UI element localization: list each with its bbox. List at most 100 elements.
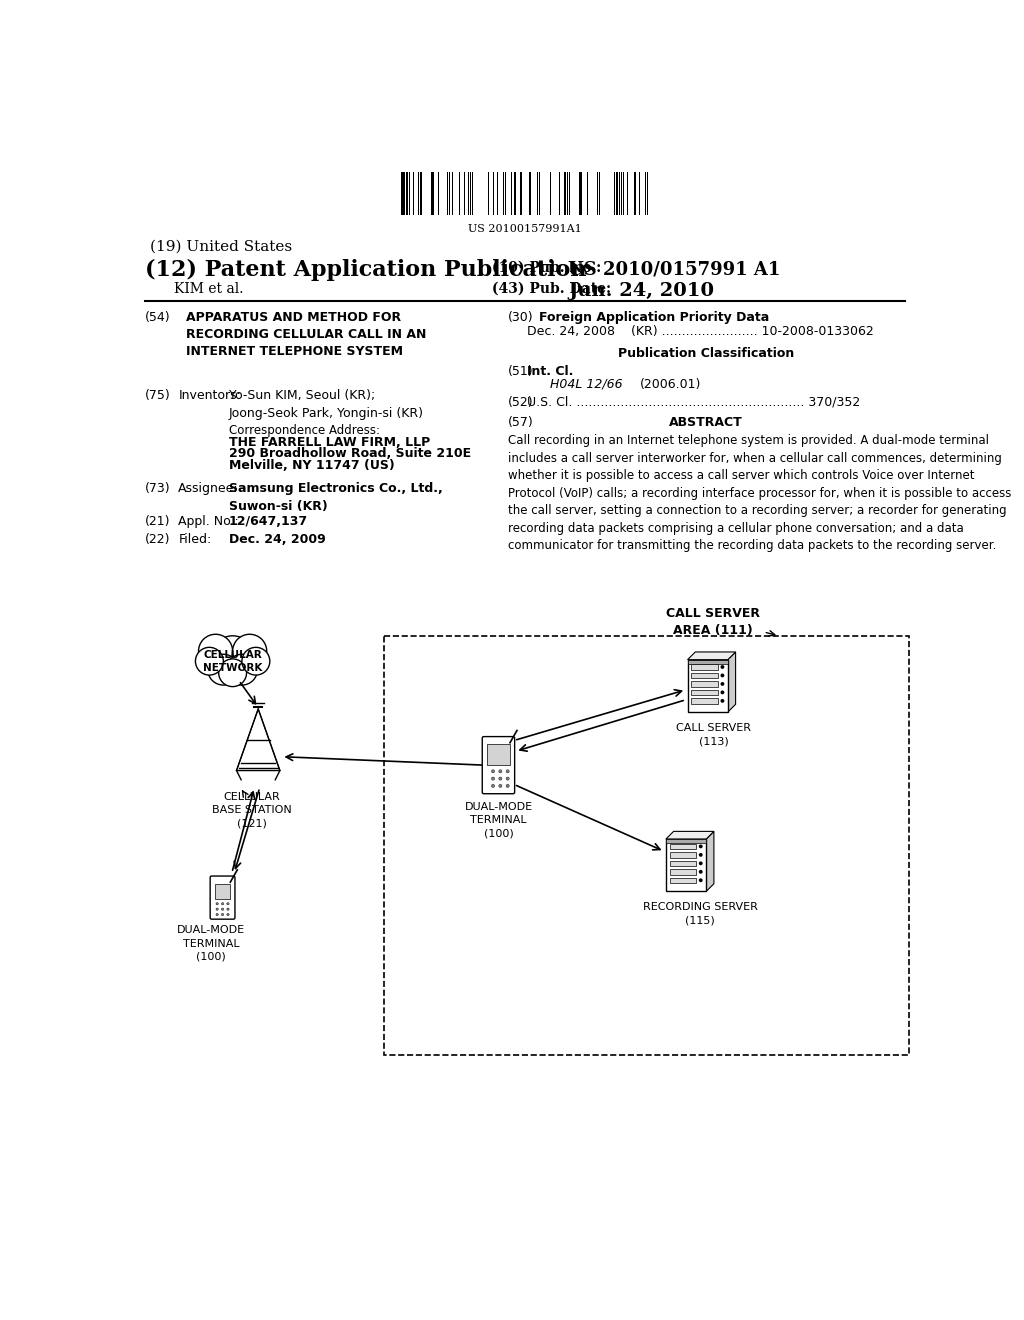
Circle shape — [196, 647, 223, 675]
Bar — [691, 664, 718, 669]
Text: RECORDING SERVER
(115): RECORDING SERVER (115) — [642, 903, 758, 925]
Text: (43) Pub. Date:: (43) Pub. Date: — [493, 281, 611, 296]
Circle shape — [506, 784, 509, 788]
Bar — [579, 172, 581, 215]
Circle shape — [499, 777, 502, 780]
Text: (10) Pub. No.:: (10) Pub. No.: — [493, 261, 601, 275]
Circle shape — [492, 770, 495, 774]
Bar — [691, 681, 718, 686]
Text: ABSTRACT: ABSTRACT — [670, 416, 743, 429]
Circle shape — [226, 908, 229, 911]
Text: (30): (30) — [508, 312, 534, 323]
Text: US 2010/0157991 A1: US 2010/0157991 A1 — [568, 261, 780, 279]
Circle shape — [226, 655, 257, 685]
Bar — [670, 878, 696, 883]
Bar — [691, 698, 718, 704]
Bar — [505, 172, 506, 215]
Circle shape — [216, 913, 218, 916]
Bar — [670, 861, 696, 866]
Circle shape — [242, 647, 270, 675]
Circle shape — [721, 665, 724, 669]
Bar — [564, 172, 566, 215]
FancyBboxPatch shape — [482, 737, 515, 793]
Text: Inventors:: Inventors: — [178, 389, 242, 403]
Text: Correspondence Address:: Correspondence Address: — [228, 424, 380, 437]
Bar — [616, 172, 617, 215]
Bar — [614, 172, 615, 215]
Polygon shape — [687, 652, 735, 660]
Circle shape — [492, 784, 495, 788]
Bar — [670, 843, 696, 849]
Circle shape — [698, 878, 702, 882]
Circle shape — [216, 908, 218, 911]
Circle shape — [221, 903, 223, 906]
Polygon shape — [237, 709, 280, 771]
Text: Assignee:: Assignee: — [178, 482, 239, 495]
Text: (51): (51) — [508, 364, 534, 378]
Bar — [514, 172, 516, 215]
Text: (21): (21) — [145, 515, 171, 528]
Circle shape — [226, 913, 229, 916]
Circle shape — [698, 853, 702, 857]
Circle shape — [721, 682, 724, 686]
Text: Jun. 24, 2010: Jun. 24, 2010 — [568, 281, 714, 300]
Text: Dec. 24, 2008    (KR) ........................ 10-2008-0133062: Dec. 24, 2008 (KR) .....................… — [527, 325, 873, 338]
Polygon shape — [666, 832, 714, 840]
Circle shape — [721, 673, 724, 677]
Text: CELLULAR
NETWORK: CELLULAR NETWORK — [203, 649, 262, 673]
Text: Publication Classification: Publication Classification — [618, 347, 795, 360]
Text: (57): (57) — [508, 416, 534, 429]
Bar — [670, 853, 696, 858]
Bar — [407, 172, 408, 215]
Text: CELLULAR
BASE STATION
(121): CELLULAR BASE STATION (121) — [212, 792, 292, 829]
Text: Dec. 24, 2009: Dec. 24, 2009 — [228, 533, 326, 546]
Circle shape — [226, 903, 229, 906]
Text: H04L 12/66: H04L 12/66 — [550, 378, 623, 391]
Bar — [687, 660, 728, 711]
Circle shape — [506, 777, 509, 780]
Circle shape — [221, 908, 223, 911]
Text: DUAL-MODE
TERMINAL
(100): DUAL-MODE TERMINAL (100) — [177, 925, 245, 962]
Circle shape — [216, 903, 218, 906]
Text: (52): (52) — [508, 396, 534, 409]
Text: Int. Cl.: Int. Cl. — [527, 364, 573, 378]
Bar — [418, 172, 420, 215]
Bar — [487, 172, 489, 215]
FancyBboxPatch shape — [210, 876, 234, 919]
Bar — [384, 636, 909, 1056]
Text: Melville, NY 11747 (US): Melville, NY 11747 (US) — [228, 459, 394, 471]
Circle shape — [506, 770, 509, 774]
Text: (75): (75) — [145, 389, 171, 403]
Text: APPARATUS AND METHOD FOR
RECORDING CELLULAR CALL IN AN
INTERNET TELEPHONE SYSTEM: APPARATUS AND METHOD FOR RECORDING CELLU… — [186, 312, 427, 358]
Text: (2006.01): (2006.01) — [640, 378, 700, 391]
Text: U.S. Cl. ......................................................... 370/352: U.S. Cl. ...............................… — [527, 396, 860, 409]
Text: KIM et al.: KIM et al. — [174, 281, 244, 296]
Bar — [666, 840, 707, 843]
Text: Samsung Electronics Co., Ltd.,
Suwon-si (KR): Samsung Electronics Co., Ltd., Suwon-si … — [228, 482, 442, 512]
Text: Call recording in an Internet telephone system is provided. A dual-mode terminal: Call recording in an Internet telephone … — [508, 434, 1011, 552]
Circle shape — [499, 770, 502, 774]
Polygon shape — [728, 652, 735, 711]
Text: THE FARRELL LAW FIRM, LLP: THE FARRELL LAW FIRM, LLP — [228, 436, 430, 449]
Bar — [691, 689, 718, 696]
Bar — [470, 172, 471, 215]
Circle shape — [721, 700, 724, 702]
Bar — [691, 673, 718, 678]
Text: Foreign Application Priority Data: Foreign Application Priority Data — [539, 312, 769, 323]
Circle shape — [492, 777, 495, 780]
Bar — [215, 884, 230, 899]
Circle shape — [721, 690, 724, 694]
Circle shape — [499, 784, 502, 788]
Text: US 20100157991A1: US 20100157991A1 — [468, 224, 582, 234]
Polygon shape — [707, 832, 714, 891]
Circle shape — [199, 635, 232, 668]
Text: 12/647,137: 12/647,137 — [228, 515, 308, 528]
Bar — [687, 660, 728, 664]
Bar — [420, 172, 422, 215]
Bar — [486, 744, 510, 764]
Bar — [587, 172, 589, 215]
Circle shape — [221, 913, 223, 916]
Text: Appl. No.:: Appl. No.: — [178, 515, 240, 528]
Text: (12) Patent Application Publication: (12) Patent Application Publication — [145, 259, 587, 281]
Bar — [449, 172, 451, 215]
